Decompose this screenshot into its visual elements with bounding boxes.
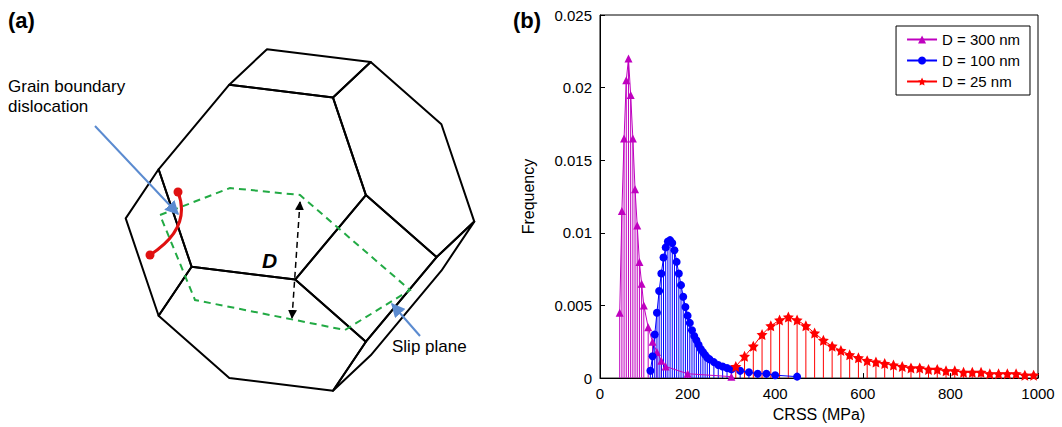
svg-text:Frequency: Frequency [520, 159, 537, 235]
svg-text:0: 0 [584, 370, 592, 387]
svg-text:1000: 1000 [1021, 385, 1054, 402]
svg-text:D = 100 nm: D = 100 nm [942, 52, 1020, 69]
svg-text:(b): (b) [513, 8, 541, 33]
svg-text:0: 0 [596, 385, 604, 402]
svg-text:0.025: 0.025 [554, 7, 592, 24]
svg-text:0.005: 0.005 [554, 297, 592, 314]
svg-text:D = 300 nm: D = 300 nm [942, 31, 1020, 48]
svg-text:800: 800 [938, 385, 963, 402]
svg-text:Slip plane: Slip plane [392, 337, 467, 356]
svg-text:0.01: 0.01 [563, 224, 592, 241]
svg-text:CRSS (MPa): CRSS (MPa) [773, 406, 865, 423]
svg-text:D = 25 nm: D = 25 nm [942, 73, 1012, 90]
svg-text:Grain boundarydislocation: Grain boundarydislocation [8, 77, 126, 116]
svg-text:200: 200 [675, 385, 700, 402]
svg-text:0.015: 0.015 [554, 152, 592, 169]
svg-text:D: D [262, 249, 277, 272]
svg-text:(a): (a) [8, 8, 35, 33]
svg-text:0.02: 0.02 [563, 79, 592, 96]
svg-text:400: 400 [763, 385, 788, 402]
svg-text:600: 600 [850, 385, 875, 402]
